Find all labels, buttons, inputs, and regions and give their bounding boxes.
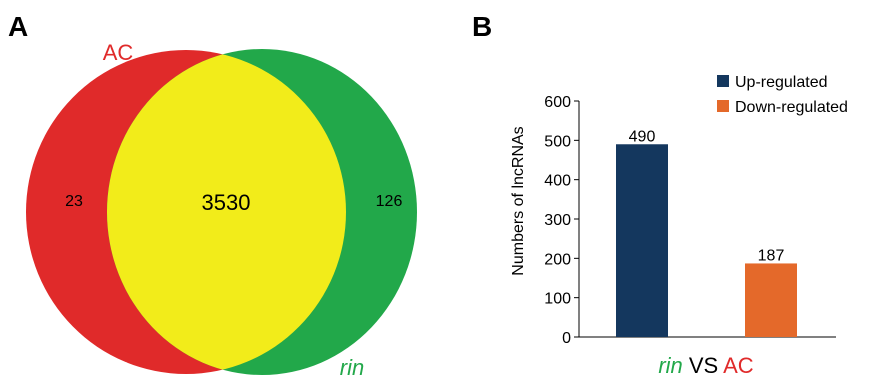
x-label-vs: VS: [683, 353, 723, 378]
bars: 490 187: [616, 128, 797, 337]
legend: Up-regulated Down-regulated: [717, 74, 848, 116]
y-tick-label: 100: [544, 291, 571, 308]
y-ticks: 0 100 200 300 400 500 600: [544, 94, 579, 347]
venn-count-intersection: 3530: [202, 190, 251, 215]
y-tick-label: 500: [544, 133, 571, 150]
bar-up-regulated: [616, 144, 668, 337]
y-tick-label: 300: [544, 212, 571, 229]
bar-value-label: 490: [629, 128, 656, 145]
panel-b-label: B: [472, 11, 492, 42]
y-axis-label: Numbers of lncRNAs: [510, 126, 527, 275]
x-axis-label: rin VS AC: [658, 353, 753, 378]
venn-count-rin-only: 126: [376, 193, 403, 210]
x-label-ac: AC: [723, 353, 754, 378]
y-tick-label: 200: [544, 251, 571, 268]
venn-set-label-ac: AC: [103, 40, 134, 65]
legend-label-up: Up-regulated: [735, 74, 828, 91]
panel-b: B Up-regulated Down-regulated Numbers of…: [472, 11, 848, 378]
legend-label-down: Down-regulated: [735, 99, 848, 116]
x-label-rin: rin: [658, 353, 682, 378]
bar-down-regulated: [745, 263, 797, 337]
panel-a-label: A: [8, 11, 28, 42]
venn-set-label-rin: rin: [340, 355, 364, 378]
y-tick-label: 0: [562, 330, 571, 347]
bar-value-label: 187: [758, 247, 785, 264]
legend-swatch-down: [717, 100, 729, 112]
y-tick-label: 600: [544, 94, 571, 111]
legend-swatch-up: [717, 75, 729, 87]
y-tick-label: 400: [544, 173, 571, 190]
panel-a: A AC rin 23 3530 126: [8, 11, 417, 378]
venn-count-ac-only: 23: [65, 193, 83, 210]
